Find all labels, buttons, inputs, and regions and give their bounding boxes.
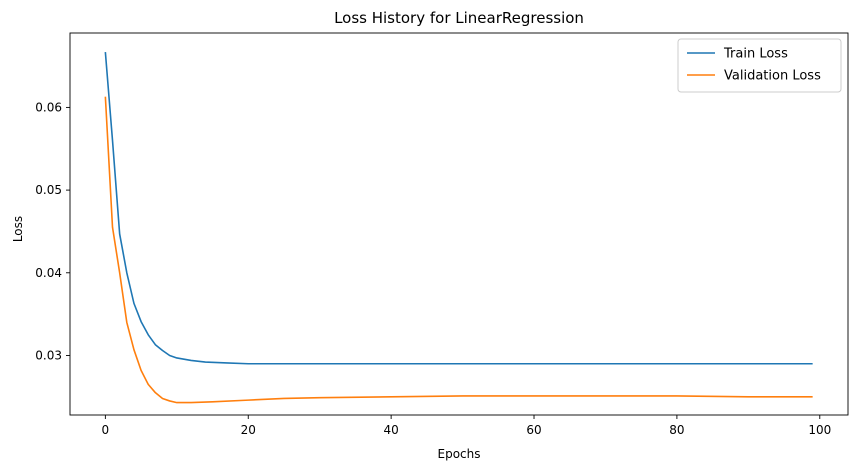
legend-label: Validation Loss [724, 69, 821, 84]
legend-box [677, 38, 842, 93]
x-tick-label: 40 [383, 423, 398, 437]
series-line-0 [104, 51, 813, 365]
y-tick-label: 0.03 [35, 348, 62, 362]
plot-area [69, 32, 849, 416]
series-line-1 [104, 96, 813, 404]
legend: Train Loss Validation Loss [677, 38, 842, 93]
y-tick-label: 0.06 [35, 100, 62, 114]
y-axis-ticks: 0.03 0.04 0.05 0.06 [35, 100, 70, 362]
x-axis-ticks: 0 20 40 60 80 100 [102, 415, 831, 437]
legend-label: Train Loss [723, 47, 788, 62]
y-tick-label: 0.05 [35, 183, 62, 197]
x-tick-label: 100 [808, 423, 831, 437]
x-tick-label: 80 [669, 423, 684, 437]
plot-frame [69, 32, 849, 416]
y-axis-label: Loss [11, 216, 25, 242]
x-tick-label: 20 [241, 423, 256, 437]
chart-title: Loss History for LinearRegression [334, 9, 584, 27]
x-axis-label: Epochs [438, 447, 481, 461]
y-tick-label: 0.04 [35, 266, 62, 280]
x-tick-label: 0 [102, 423, 110, 437]
x-tick-label: 60 [526, 423, 541, 437]
